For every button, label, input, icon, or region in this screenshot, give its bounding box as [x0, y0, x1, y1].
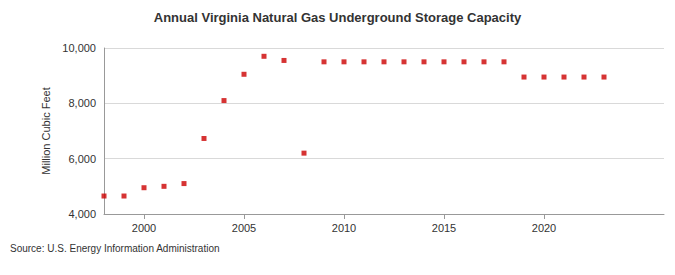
svg-text:Annual Virginia Natural Gas Un: Annual Virginia Natural Gas Underground … [154, 10, 522, 25]
svg-text:10,000: 10,000 [62, 42, 96, 54]
svg-text:8,000: 8,000 [68, 97, 96, 109]
svg-text:4,000: 4,000 [68, 208, 96, 220]
svg-text:Source: U.S. Energy Informatio: Source: U.S. Energy Information Administ… [10, 243, 220, 254]
svg-text:2000: 2000 [132, 222, 156, 234]
svg-text:Million Cubic Feet: Million Cubic Feet [40, 87, 52, 174]
svg-text:2010: 2010 [332, 222, 356, 234]
svg-text:2015: 2015 [432, 222, 456, 234]
svg-text:2005: 2005 [232, 222, 256, 234]
svg-text:2020: 2020 [532, 222, 556, 234]
svg-text:6,000: 6,000 [68, 153, 96, 165]
